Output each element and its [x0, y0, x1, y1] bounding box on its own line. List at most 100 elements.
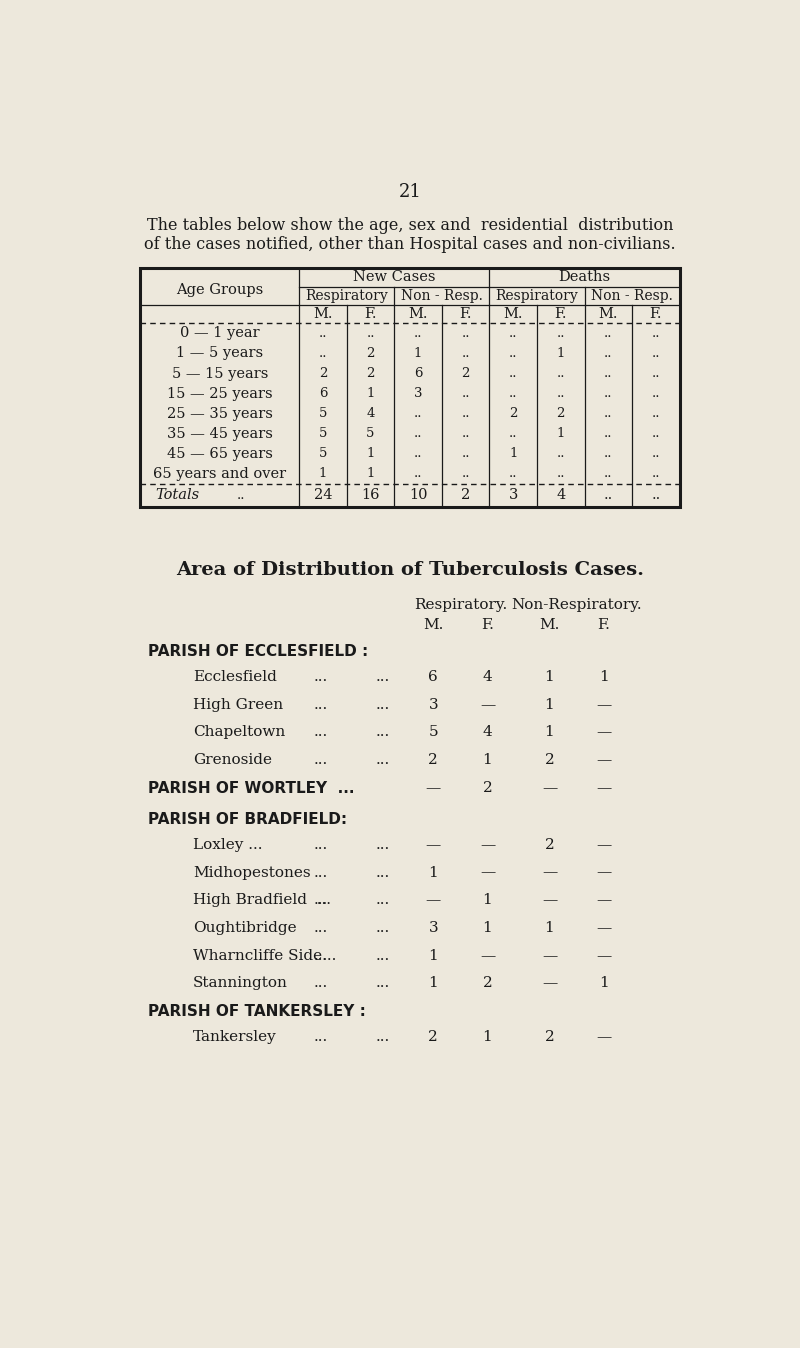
- Text: ..: ..: [414, 468, 422, 480]
- Text: ..: ..: [652, 448, 660, 460]
- Text: —: —: [596, 780, 611, 795]
- Text: M.: M.: [539, 617, 560, 632]
- Text: —: —: [596, 698, 611, 712]
- Text: 2: 2: [462, 367, 470, 380]
- Text: PARISH OF BRADFIELD:: PARISH OF BRADFIELD:: [148, 811, 347, 826]
- Text: M.: M.: [423, 617, 443, 632]
- Text: Midhopestones: Midhopestones: [193, 865, 310, 879]
- Text: 4: 4: [366, 407, 374, 421]
- Text: ...: ...: [314, 670, 328, 683]
- Text: 65 years and over: 65 years and over: [153, 466, 286, 481]
- Text: ..: ..: [652, 387, 660, 400]
- Text: ..: ..: [651, 488, 661, 503]
- Text: ..: ..: [604, 346, 613, 360]
- Text: 1: 1: [366, 448, 374, 460]
- Text: ..: ..: [604, 468, 613, 480]
- Text: Deaths: Deaths: [558, 270, 610, 284]
- Text: ...: ...: [376, 865, 390, 879]
- Text: —: —: [480, 865, 495, 879]
- Text: —: —: [596, 865, 611, 879]
- Text: 2: 2: [366, 367, 374, 380]
- Text: 16: 16: [362, 488, 380, 503]
- Text: ..: ..: [509, 387, 518, 400]
- Text: High Green: High Green: [193, 698, 283, 712]
- Text: 24: 24: [314, 488, 332, 503]
- Text: 2: 2: [482, 780, 492, 795]
- Text: 5: 5: [429, 725, 438, 740]
- Text: —: —: [596, 894, 611, 907]
- Text: of the cases notified, other than Hospital cases and non-civilians.: of the cases notified, other than Hospit…: [144, 236, 676, 252]
- Text: ..: ..: [557, 367, 565, 380]
- Text: —: —: [542, 949, 557, 962]
- Text: 1: 1: [545, 670, 554, 683]
- Text: Chapeltown: Chapeltown: [193, 725, 286, 740]
- Text: ..: ..: [318, 346, 327, 360]
- Text: 6: 6: [414, 367, 422, 380]
- Text: 1: 1: [482, 894, 492, 907]
- Text: ..: ..: [462, 346, 470, 360]
- Text: 3: 3: [509, 488, 518, 503]
- Text: ...: ...: [376, 698, 390, 712]
- Text: 1: 1: [482, 1030, 492, 1045]
- Text: Loxley ...: Loxley ...: [193, 838, 262, 852]
- Text: 3: 3: [429, 698, 438, 712]
- Text: 1: 1: [482, 921, 492, 936]
- Text: M.: M.: [408, 307, 428, 321]
- Text: ..: ..: [652, 468, 660, 480]
- Text: ...: ...: [314, 949, 328, 962]
- Text: —: —: [596, 838, 611, 852]
- Text: Age Groups: Age Groups: [176, 283, 263, 297]
- Text: ...: ...: [314, 725, 328, 740]
- Text: —: —: [426, 780, 441, 795]
- Text: ...: ...: [376, 754, 390, 767]
- Text: F.: F.: [459, 307, 472, 321]
- Text: Wharncliffe Side...: Wharncliffe Side...: [193, 949, 336, 962]
- Text: 4: 4: [482, 670, 492, 683]
- Text: —: —: [596, 725, 611, 740]
- Text: ...: ...: [376, 838, 390, 852]
- Text: —: —: [542, 894, 557, 907]
- Text: —: —: [426, 838, 441, 852]
- Text: 1: 1: [482, 754, 492, 767]
- Text: ..: ..: [652, 328, 660, 340]
- Text: 3: 3: [429, 921, 438, 936]
- Text: ..: ..: [604, 448, 613, 460]
- Text: 1: 1: [557, 427, 565, 439]
- Text: ..: ..: [462, 448, 470, 460]
- Text: F.: F.: [598, 617, 610, 632]
- Text: ..: ..: [318, 328, 327, 340]
- Text: Respiratory.: Respiratory.: [414, 597, 507, 612]
- Text: 1: 1: [318, 468, 327, 480]
- Text: 0 — 1 year: 0 — 1 year: [180, 326, 259, 341]
- Text: PARISH OF ECCLESFIELD :: PARISH OF ECCLESFIELD :: [148, 644, 368, 659]
- Text: 1: 1: [545, 698, 554, 712]
- Text: ..: ..: [557, 448, 565, 460]
- Text: ...: ...: [314, 865, 328, 879]
- Text: 2: 2: [509, 407, 518, 421]
- Text: 2: 2: [428, 1030, 438, 1045]
- Text: New Cases: New Cases: [353, 270, 435, 284]
- Text: ..: ..: [462, 468, 470, 480]
- Text: ..: ..: [462, 387, 470, 400]
- Text: F.: F.: [650, 307, 662, 321]
- Text: 1: 1: [366, 468, 374, 480]
- Text: 4: 4: [556, 488, 566, 503]
- Text: 2: 2: [461, 488, 470, 503]
- Text: 5: 5: [318, 407, 327, 421]
- Text: ..: ..: [237, 489, 246, 501]
- Text: ..: ..: [652, 427, 660, 439]
- Text: ..: ..: [604, 387, 613, 400]
- Text: ...: ...: [376, 1030, 390, 1045]
- Text: 2: 2: [428, 754, 438, 767]
- Text: ..: ..: [462, 407, 470, 421]
- Text: ...: ...: [314, 754, 328, 767]
- Text: ...: ...: [376, 725, 390, 740]
- Text: 6: 6: [428, 670, 438, 683]
- Text: F.: F.: [481, 617, 494, 632]
- Text: 10: 10: [409, 488, 427, 503]
- Text: Ecclesfield: Ecclesfield: [193, 670, 277, 683]
- Text: ...: ...: [314, 1030, 328, 1045]
- Text: ..: ..: [557, 387, 565, 400]
- Text: 1: 1: [599, 670, 609, 683]
- Text: ...: ...: [314, 698, 328, 712]
